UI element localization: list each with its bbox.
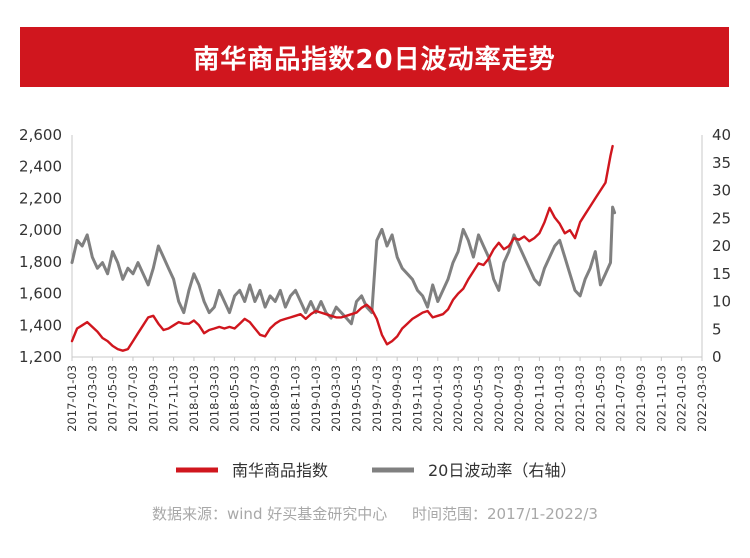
x-axis-tick-label: 2021-01-03 <box>553 365 567 432</box>
x-axis-tick-label: 2019-07-03 <box>370 365 384 432</box>
source-note: 数据来源：wind 好买基金研究中心 <box>152 505 388 523</box>
x-axis-tick-label: 2019-09-03 <box>390 365 404 432</box>
legend-item-index: 南华商品指数 <box>176 461 328 480</box>
x-axis-tick-label: 2020-03-03 <box>451 365 465 432</box>
right-axis-tick-label: 35 <box>712 154 731 172</box>
x-axis-tick-label: 2018-11-03 <box>289 365 303 432</box>
left-axis-tick-label: 1,400 <box>19 316 62 334</box>
x-axis-tick-label: 2017-09-03 <box>146 365 160 432</box>
left-axis-tick-label: 1,800 <box>19 253 62 271</box>
left-axis-tick-label: 2,000 <box>19 221 62 239</box>
right-axis-tick-label: 10 <box>712 293 731 311</box>
right-axis-tick-label: 0 <box>712 348 722 366</box>
x-axis-tick-label: 2018-03-03 <box>207 365 221 432</box>
x-axis-tick-label: 2019-11-03 <box>410 365 424 432</box>
dual-axis-line-chart: 1,200 1,400 1,600 1,800 2,000 2,200 2,400 2,600… <box>19 126 731 480</box>
right-axis-tick-label: 20 <box>712 237 731 255</box>
legend: 南华商品指数 20日波动率（右轴） <box>176 461 576 480</box>
x-axis-tick-label: 2021-03-03 <box>573 365 587 432</box>
x-axis-tick-label: 2019-01-03 <box>309 365 323 432</box>
x-axis-tick-label: 2020-01-03 <box>431 365 445 432</box>
legend-label: 20日波动率（右轴） <box>428 461 576 480</box>
right-axis-tick-label: 15 <box>712 265 731 283</box>
right-axis-tick-label: 40 <box>712 126 731 144</box>
chart-title-banner: 南华商品指数20日波动率走势 <box>20 27 729 87</box>
x-axis-tick-label: 2020-07-03 <box>492 365 506 432</box>
x-axis-tick-label: 2017-11-03 <box>167 365 181 432</box>
right-axis-tick-label: 25 <box>712 209 731 227</box>
left-axis-ticks: 1,200 1,400 1,600 1,800 2,000 2,200 2,400 2,600 <box>19 126 62 366</box>
right-axis-ticks: 0 5 10 15 20 25 30 35 40 <box>712 126 731 366</box>
x-axis-tick-label: 2020-05-03 <box>471 365 485 432</box>
left-axis-tick-label: 1,600 <box>19 285 62 303</box>
left-axis-tick-label: 1,200 <box>19 348 62 366</box>
x-axis-tick-label: 2020-09-03 <box>512 365 526 432</box>
x-axis-tick-label: 2018-09-03 <box>268 365 282 432</box>
legend-label: 南华商品指数 <box>232 461 328 480</box>
right-axis-tick-label: 5 <box>712 320 722 338</box>
x-axis-tick-label: 2021-07-03 <box>614 365 628 432</box>
left-axis-tick-label: 2,400 <box>19 158 62 176</box>
x-axis-tick-label: 2021-11-03 <box>654 365 668 432</box>
x-axis-tick-label: 2021-09-03 <box>634 365 648 432</box>
time-range-note: 时间范围：2017/1-2022/3 <box>412 505 598 523</box>
index-series-line <box>70 144 614 352</box>
chart-title: 南华商品指数20日波动率走势 <box>193 44 556 75</box>
x-axis-tick-label: 2022-03-03 <box>695 365 709 432</box>
x-axis-tick-label: 2017-01-03 <box>65 365 79 432</box>
x-axis-tick-label: 2019-05-03 <box>350 365 364 432</box>
left-axis-tick-label: 2,600 <box>19 126 62 144</box>
x-axis-tick-label: 2017-03-03 <box>85 365 99 432</box>
x-axis-tick-label: 2019-03-03 <box>329 365 343 432</box>
x-axis-tick-label: 2017-07-03 <box>126 365 140 432</box>
right-axis-tick-label: 30 <box>712 182 731 200</box>
x-axis-tick-label: 2022-01-03 <box>675 365 689 432</box>
series-lines <box>70 144 617 352</box>
x-axis-tick-label: 2018-07-03 <box>248 365 262 432</box>
x-axis-tick-label: 2018-01-03 <box>187 365 201 432</box>
volatility-series-line <box>70 205 617 326</box>
x-axis-tick-label: 2021-05-03 <box>593 365 607 432</box>
footer: 数据来源：wind 好买基金研究中心 时间范围：2017/1-2022/3 <box>0 503 750 524</box>
x-axis-ticks: 2017-01-03 2017-03-03 2017-05-03 2017-07-03… <box>65 357 709 432</box>
x-axis-tick-label: 2017-05-03 <box>106 365 120 432</box>
left-axis-tick-label: 2,200 <box>19 189 62 207</box>
plot-frame <box>71 135 703 358</box>
x-axis-tick-label: 2020-11-03 <box>532 365 546 432</box>
legend-item-volatility: 20日波动率（右轴） <box>372 461 576 480</box>
x-axis-tick-label: 2018-05-03 <box>228 365 242 432</box>
